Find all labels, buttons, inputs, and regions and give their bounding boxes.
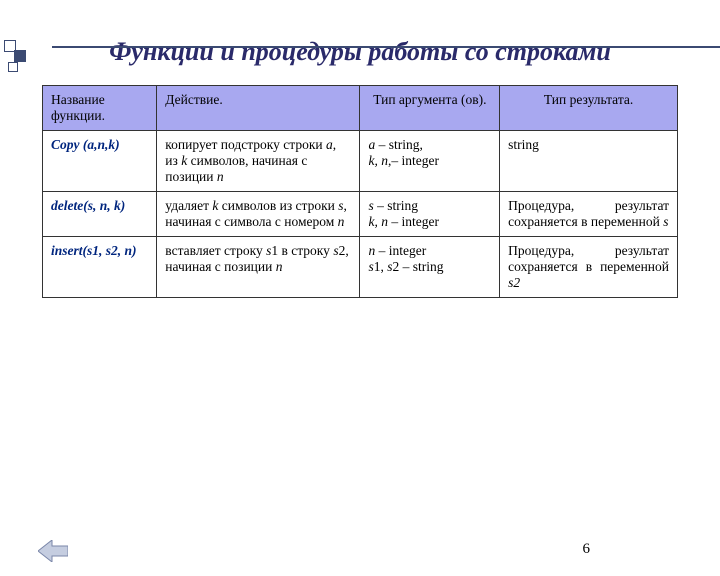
header-result: Тип результата. <box>500 86 678 131</box>
cell-action: вставляет строку s1 в строку s2, начиная… <box>157 237 360 298</box>
cell-result: string <box>500 131 678 192</box>
functions-table-container: Название функции. Действие. Тип аргумент… <box>42 85 678 298</box>
table-row: delete(s, n, k)удаляет k символов из стр… <box>43 192 678 237</box>
deco-square <box>14 50 26 62</box>
cell-function-name: delete(s, n, k) <box>43 192 157 237</box>
cell-result: Процедура, результат сохраняется в перем… <box>500 237 678 298</box>
cell-action: удаляет k символов из строки s, начиная … <box>157 192 360 237</box>
prev-slide-button[interactable] <box>38 540 68 562</box>
cell-action: копирует подстроку строки a, из k символ… <box>157 131 360 192</box>
decorative-squares <box>4 40 56 92</box>
table-body: Copy (a,n,k)копирует подстроку строки a,… <box>43 131 678 298</box>
table-row: Copy (a,n,k)копирует подстроку строки a,… <box>43 131 678 192</box>
left-arrow-icon <box>38 540 68 562</box>
deco-square <box>8 62 18 72</box>
page-title: Функции и процедуры работы со строками <box>0 36 720 67</box>
cell-function-name: Copy (a,n,k) <box>43 131 157 192</box>
header-arguments: Тип аргумента (ов). <box>360 86 500 131</box>
header-action: Действие. <box>157 86 360 131</box>
table-row: insert(s1, s2, n)вставляет строку s1 в с… <box>43 237 678 298</box>
cell-arguments: s – stringk, n – integer <box>360 192 500 237</box>
header-function-name: Название функции. <box>43 86 157 131</box>
cell-result: Процедура, результат сохраняется в перем… <box>500 192 678 237</box>
decorative-separator <box>52 46 720 48</box>
cell-arguments: n – integers1, s2 – string <box>360 237 500 298</box>
cell-function-name: insert(s1, s2, n) <box>43 237 157 298</box>
page-number: 6 <box>583 541 591 558</box>
functions-table: Название функции. Действие. Тип аргумент… <box>42 85 678 298</box>
cell-arguments: a – string,k, n,– integer <box>360 131 500 192</box>
table-header-row: Название функции. Действие. Тип аргумент… <box>43 86 678 131</box>
